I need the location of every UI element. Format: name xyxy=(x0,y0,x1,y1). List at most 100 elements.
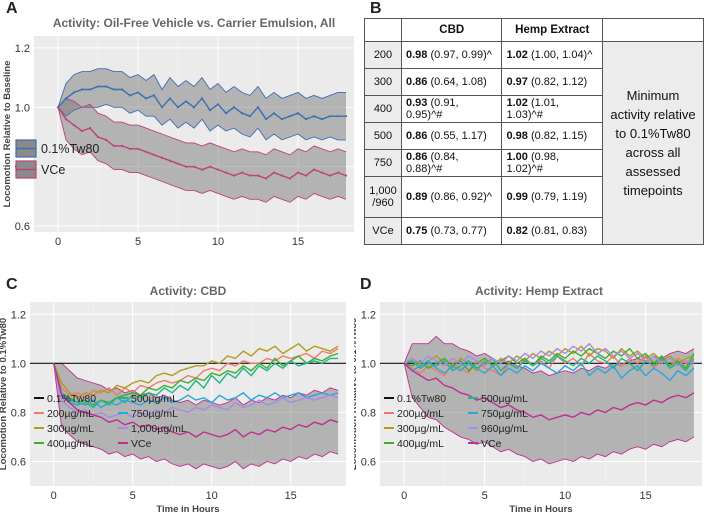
series-line-750µg/mL xyxy=(403,360,695,382)
dose-cell: VCe xyxy=(364,217,402,245)
ci-lower-edge xyxy=(53,363,339,470)
data-point xyxy=(264,118,268,121)
table-row: VCe 0.75 (0.73, 0.77) 0.82 (0.81, 0.83) xyxy=(364,217,704,245)
data-point xyxy=(88,88,92,91)
legend-label: 0.1%Tw80 xyxy=(397,393,446,405)
data-point xyxy=(272,112,276,115)
ci-lower-edge xyxy=(403,363,695,465)
panel-label-b: B xyxy=(370,0,382,17)
data-point xyxy=(160,156,164,159)
series-line-750µg/mL xyxy=(53,363,339,409)
data-point xyxy=(320,118,324,121)
series-line-1,000µg/mL xyxy=(53,363,339,419)
data-point xyxy=(64,118,68,121)
ci-upper-edge xyxy=(57,97,347,156)
data-point xyxy=(240,171,244,174)
cbd-cell: 0.93 (0.91, 0.95)^# xyxy=(400,95,503,123)
series-line-960µg/mL xyxy=(403,342,695,367)
data-point xyxy=(152,94,156,97)
legend-label: 0.1%Tw80 xyxy=(41,142,99,156)
data-point xyxy=(56,106,60,109)
data-point xyxy=(160,106,164,109)
data-point xyxy=(320,171,324,174)
chart-activity-hemp: 0 5 10 15 0.6 0.8 1.0 1.2 Activity: Hemp Extract… xyxy=(354,284,702,515)
table-header-note xyxy=(602,18,704,42)
y-axis-label: Locomotion Relative to 0.1%Tw80 xyxy=(0,318,9,470)
x-tick-label: 0 xyxy=(55,236,61,248)
legend-label: 200µg/mL xyxy=(47,408,94,420)
data-point xyxy=(184,100,188,103)
data-point xyxy=(248,174,252,177)
data-point xyxy=(152,153,156,156)
series-line-VCe xyxy=(53,363,339,438)
x-tick-label: 15 xyxy=(285,490,297,502)
y-tick-label: 0.8 xyxy=(361,407,376,419)
x-tick-label: 0 xyxy=(51,490,57,502)
data-point xyxy=(144,97,148,100)
data-point xyxy=(240,112,244,115)
legend-label: 0.1%Tw80 xyxy=(47,393,96,405)
y-tick-label: 1.0 xyxy=(361,358,376,370)
x-tick-label: 10 xyxy=(206,490,218,502)
data-point xyxy=(248,115,252,118)
chart-activity-cbd: 0 5 10 15 0.6 0.8 1.0 1.2 Activity: CBD Time in H… xyxy=(0,284,346,515)
data-point xyxy=(344,174,348,177)
cbd-cell: 0.75 (0.73, 0.77) xyxy=(400,217,503,245)
data-point xyxy=(224,112,228,115)
data-point xyxy=(104,85,108,88)
hemp-cell: 1.02 (1.01, 1.03)^# xyxy=(501,95,603,123)
data-point xyxy=(168,97,172,100)
data-point xyxy=(288,177,292,180)
data-point xyxy=(200,168,204,171)
data-point xyxy=(208,165,212,168)
data-point xyxy=(288,115,292,118)
x-tick-label: 10 xyxy=(212,236,224,248)
data-point xyxy=(328,174,332,177)
y-axis-label: Locomotion Relative to 0.1%Tw80 xyxy=(354,318,359,470)
table-header-dose xyxy=(364,18,402,42)
data-point xyxy=(272,171,276,174)
y-tick-label: 1.0 xyxy=(11,358,26,370)
data-point xyxy=(104,138,108,142)
data-point xyxy=(96,135,100,139)
table-row: 200 0.98 (0.97, 0.99)^ 1.02 (1.00, 1.04)… xyxy=(364,41,704,245)
data-point xyxy=(80,129,84,133)
data-point xyxy=(264,177,268,180)
data-point xyxy=(128,94,132,97)
series-line-300µg/mL xyxy=(53,342,339,399)
table-row: 500 0.86 (0.55, 1.17) 0.98 (0.82, 1.15) xyxy=(364,122,704,150)
ci-band-0.1%Tw80 xyxy=(58,68,346,140)
data-point xyxy=(72,91,76,94)
data-point xyxy=(184,165,188,168)
data-point xyxy=(256,174,260,177)
x-axis-label: Time in Hours xyxy=(156,504,219,515)
ci-upper-edge xyxy=(53,362,339,406)
data-point xyxy=(72,123,76,127)
y-tick-label: 1.2 xyxy=(361,309,376,321)
data-point xyxy=(88,126,92,130)
x-tick-label: 10 xyxy=(559,490,571,502)
data-point xyxy=(168,159,172,162)
plot-background xyxy=(34,36,354,232)
data-point xyxy=(304,174,308,177)
y-tick-label: 0.8 xyxy=(11,407,26,419)
table-row: 1,000 /960 0.89 (0.86, 0.92)^ 0.99 (0.79… xyxy=(364,176,704,218)
dose-cell: 400 xyxy=(364,95,402,123)
series-line-VCe xyxy=(403,362,695,421)
table-header-row: CBD Hemp Extract xyxy=(364,18,704,42)
data-point xyxy=(176,106,180,109)
data-point xyxy=(200,97,204,100)
table-row: 400 0.93 (0.91, 0.95)^# 1.02 (1.01, 1.03… xyxy=(364,95,704,123)
legend-label: 300µg/mL xyxy=(47,423,94,435)
ci-band-VCe xyxy=(58,98,346,203)
dose-cell: 200 xyxy=(364,41,402,69)
legend-label: 500µg/mL xyxy=(131,393,178,405)
hemp-cell: 0.97 (0.82, 1.12) xyxy=(501,68,603,96)
x-tick-label: 15 xyxy=(640,490,652,502)
chart-title: Activity: CBD xyxy=(150,284,227,298)
hemp-cell: 0.99 (0.79, 1.19) xyxy=(501,176,603,218)
x-tick-label: 0 xyxy=(401,490,407,502)
data-point xyxy=(256,106,260,109)
data-point xyxy=(304,118,308,121)
data-point xyxy=(112,144,116,147)
